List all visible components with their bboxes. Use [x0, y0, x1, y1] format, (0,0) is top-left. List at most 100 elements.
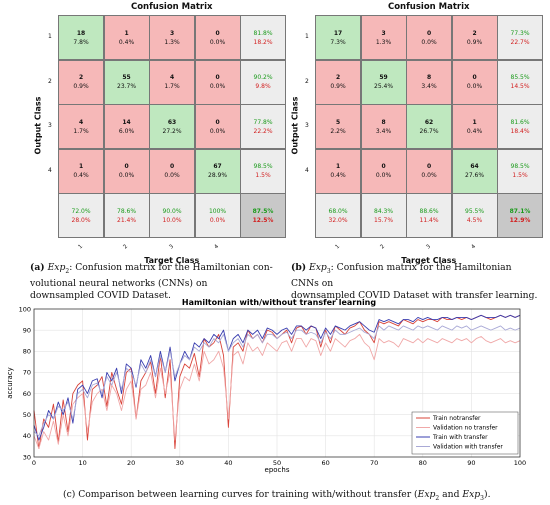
cm-x-axis-label: Target Class — [401, 255, 457, 265]
legend-entry: Validation with transfer — [433, 444, 503, 451]
cm-cell: 1 0.4% — [103, 15, 150, 61]
cm-cell-count: 0 — [472, 74, 477, 82]
cm-cell-count: 0 — [426, 163, 432, 171]
caption-a-line3: downsampled COVID Dataset. — [30, 289, 171, 301]
cm-cell: 0 0.0% — [103, 148, 150, 194]
cm-cell-count: 0 — [426, 29, 432, 37]
x-tick-label: 90 — [467, 459, 475, 467]
cm-cell-percent: 22.2% — [253, 127, 273, 135]
cm-cell: 78.6% 21.4% — [103, 193, 150, 239]
cm-cell-count: 3 — [169, 29, 175, 37]
cm-cell-count: 63 — [167, 118, 177, 126]
x-tick-label: 0 — [32, 459, 36, 467]
caption-c-sub1: 2 — [435, 494, 440, 502]
cm-cell-percent: 3.4% — [421, 83, 437, 91]
cm-cell-percent: 0.4% — [118, 38, 135, 46]
cm-col-tick: 3 — [168, 243, 175, 250]
series-line-4 — [33, 325, 521, 437]
cm-y-axis-label: Output Class — [290, 96, 300, 155]
legend-entry: Train with transfer — [432, 434, 488, 441]
cm-cell-percent: 4.5% — [466, 216, 483, 224]
cm-row-tick: 1 — [48, 33, 52, 41]
cm-cell-count: 77.8% — [253, 118, 273, 126]
cm-cell-percent: 26.7% — [419, 127, 439, 135]
caption-a-line2: volutional neural networks (CNNs) on — [30, 277, 208, 289]
cm-cell-count: 55 — [122, 74, 131, 82]
x-tick-label: 30 — [176, 459, 184, 467]
cm-cell-percent: 1.7% — [164, 83, 180, 91]
x-tick-label: 70 — [370, 459, 378, 467]
cm-cell-percent: 0.0% — [164, 172, 180, 180]
cm-cell-count: 90.2% — [253, 74, 273, 82]
cm-cell-count: 14 — [122, 118, 131, 126]
cm-cell-count: 1 — [78, 163, 84, 171]
legend-entry: Train notransfer — [432, 415, 481, 422]
cm-cell-count: 1 — [335, 163, 341, 171]
cm-cell-count: 62 — [424, 118, 434, 126]
cm-cell: 4 1.7% — [149, 59, 196, 105]
cm-cell-count: 2 — [78, 74, 84, 82]
cm-cell: 2 0.9% — [58, 59, 105, 105]
y-axis-label: accuracy — [6, 367, 14, 399]
cm-cell-percent: 18.2% — [253, 38, 273, 46]
caption-b-line1: : Confusion matrix for the Hamiltonian — [330, 262, 512, 273]
cm-cell: 5 2.2% — [315, 104, 362, 150]
cm-cell-percent: 23.7% — [117, 83, 137, 91]
cm-cell-count: 3 — [381, 29, 386, 37]
cm-col-tick: 3 — [425, 243, 432, 250]
cm-cell-percent: 27.2% — [162, 127, 182, 135]
cm-cell: 0 0.0% — [194, 104, 241, 150]
cm-cell-percent: 22.7% — [510, 38, 530, 46]
cm-cell: 4 1.7% — [58, 104, 105, 150]
cm-cell-percent: 0.0% — [209, 83, 226, 91]
cm-cell-percent: 15.7% — [374, 216, 394, 224]
cm-cell-percent: 0.9% — [330, 83, 346, 91]
cm-cell: 59 25.4% — [360, 59, 407, 105]
cm-cell-percent: 1.7% — [73, 127, 89, 135]
chart-series — [33, 314, 521, 449]
cm-cell-percent: 0.4% — [73, 172, 89, 180]
caption-c-exp1: Exp — [417, 489, 436, 500]
cm-cell-count: 2 — [472, 29, 477, 37]
caption-b-sub: 3 — [326, 267, 331, 275]
cm-row-tick: 2 — [48, 77, 52, 85]
cm-cell: 0 0.0% — [451, 59, 498, 105]
y-tick-label: 80 — [23, 348, 31, 356]
cm-cell: 62 26.7% — [406, 104, 453, 150]
cm-cell: 68.0% 32.0% — [315, 193, 362, 239]
cm-cell-percent: 7.8% — [73, 38, 89, 46]
cm-cell-percent: 0.4% — [466, 127, 483, 135]
caption-c-text: (c) Comparison between learning curves f… — [63, 489, 418, 500]
cm-cell-count: 81.6% — [510, 118, 530, 126]
cm-cell-count: 77.3% — [510, 29, 530, 37]
caption-a: (a) Exp2: Confusion matrix for the Hamil… — [30, 262, 292, 302]
cm-cell-percent: 0.0% — [421, 172, 437, 180]
caption-c-and: and — [439, 489, 463, 500]
cm-cell-percent: 12.5% — [252, 216, 274, 224]
caption-a-sub: 2 — [65, 267, 70, 275]
cm-cell-count: 0 — [215, 74, 220, 82]
y-tick-label: 50 — [23, 411, 31, 419]
cm-cell-percent: 0.0% — [209, 216, 226, 224]
cm-cell: 8 3.4% — [406, 59, 453, 105]
learning-curve-chart: Hamiltonian with/without transfer learni… — [6, 298, 527, 474]
cm-title: Confusion Matrix — [387, 2, 470, 12]
cm-cell-percent: 6.0% — [118, 127, 135, 135]
cm-cell-percent: 1.5% — [255, 172, 271, 180]
cm-cell: 81.6% 18.4% — [497, 104, 544, 150]
cm-cell-count: 88.6% — [419, 207, 439, 215]
caption-a-label: (a) — [30, 262, 45, 273]
cm-cell-count: 4 — [169, 74, 175, 82]
cm-cell: 95.5% 4.5% — [451, 193, 498, 239]
chart-ticks: 0 10 20 30 40 50 60 70 80 90 100 30 40 50 60 70 80 90 100 — [19, 305, 527, 467]
cm-cell-count: 17 — [333, 29, 343, 37]
cm-cell-percent: 32.0% — [328, 216, 348, 224]
cm-cell-count: 78.6% — [117, 207, 137, 215]
caption-c: (c) Comparison between learning curves f… — [63, 489, 543, 505]
cm-cell-percent: 21.4% — [117, 216, 137, 224]
cm-cell-count: 98.5% — [510, 163, 530, 171]
caption-b-exp: Exp — [309, 262, 327, 273]
cm-col-tick: 1 — [77, 243, 84, 250]
cm-cell-count: 1 — [472, 118, 477, 126]
cm-cell: 1 0.4% — [58, 148, 105, 194]
